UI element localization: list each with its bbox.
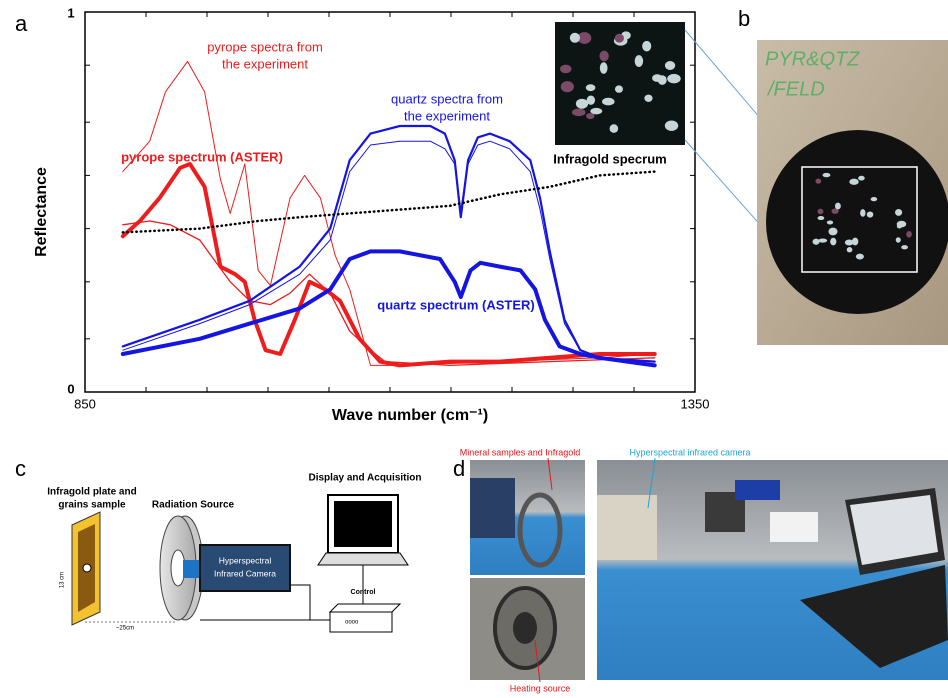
control-dots: oooo	[345, 620, 359, 626]
annotation: pyrope spectra from	[207, 39, 323, 54]
stone	[667, 74, 680, 84]
stone	[586, 84, 596, 91]
callout: Hyperspectral infrared camera	[629, 447, 750, 457]
stone	[830, 238, 836, 246]
stone	[845, 240, 854, 246]
panel-label: c	[15, 456, 26, 481]
x-tick-label: 850	[74, 396, 96, 411]
x-tick-label: 1350	[681, 396, 710, 411]
sample	[83, 564, 91, 572]
stone	[560, 65, 571, 74]
diagram-label: grains sample	[58, 500, 126, 511]
annotation: quartz spectra from	[391, 91, 503, 106]
stone	[813, 239, 820, 245]
stone	[849, 179, 858, 185]
control-box	[330, 612, 392, 632]
camera-body	[470, 478, 515, 538]
dimension-label: ~25cm	[116, 626, 134, 632]
keyboard	[318, 553, 408, 565]
stone	[847, 247, 853, 252]
stone	[827, 220, 833, 224]
stone	[901, 245, 908, 249]
camera-label: Infrared Camera	[214, 568, 276, 578]
diagram-label: Radiation Source	[152, 500, 235, 511]
stone	[818, 209, 824, 215]
handwriting: PYR&QTZ	[765, 48, 860, 70]
cable	[290, 585, 330, 620]
stone	[828, 228, 837, 236]
annotation: pyrope spectrum (ASTER)	[121, 149, 283, 164]
heating-core	[513, 612, 537, 644]
stone	[610, 124, 619, 133]
annotation: Infragold specrum	[553, 151, 666, 166]
tray	[770, 512, 818, 542]
panel-label: b	[738, 6, 750, 31]
source-hole	[171, 550, 185, 586]
x-axis-label: Wave number (cm⁻¹)	[332, 407, 488, 424]
stone	[858, 176, 865, 181]
panel-label: d	[453, 456, 465, 481]
stone	[823, 173, 831, 177]
stone	[815, 179, 821, 184]
sample-disc	[766, 130, 948, 314]
stone	[897, 224, 902, 229]
annotation: the experiment	[404, 108, 490, 123]
stone	[652, 74, 662, 82]
stone	[642, 41, 651, 52]
callout: Mineral samples and Infragold	[460, 447, 581, 457]
panel-label: a	[15, 11, 28, 36]
stone	[835, 203, 841, 210]
stone	[856, 254, 864, 260]
y-tick-label: 1	[67, 5, 74, 20]
figure: a b c d Reflectance Wave number (cm⁻¹) 8…	[0, 0, 948, 698]
dimension-label: 13 cm	[60, 572, 66, 588]
annotation: quartz spectrum (ASTER)	[377, 297, 534, 312]
callout: Heating source	[510, 683, 571, 693]
stone	[600, 62, 608, 74]
stone	[818, 239, 827, 243]
stone	[615, 85, 623, 92]
diagram-label: Control	[351, 589, 376, 596]
control-box	[330, 604, 400, 612]
stone	[860, 209, 865, 217]
stone	[561, 81, 574, 92]
stone	[572, 109, 586, 117]
stone	[644, 95, 652, 102]
stone	[665, 61, 675, 70]
handwriting: /FELD	[766, 78, 825, 100]
series-line	[123, 164, 655, 365]
series-line	[123, 221, 655, 365]
setup-diagram: Infragold plate and grains sample Radiat…	[47, 473, 421, 632]
stone	[665, 120, 678, 130]
stone	[635, 55, 643, 67]
screen	[334, 501, 392, 547]
stone	[576, 99, 588, 109]
camera-label: Hyperspectral	[219, 555, 272, 565]
stone	[599, 51, 608, 62]
stone	[896, 237, 901, 242]
stone	[570, 33, 580, 43]
stone	[602, 98, 615, 106]
stone	[818, 216, 825, 220]
stone	[895, 209, 902, 216]
y-tick-label: 0	[67, 381, 74, 396]
stone	[871, 197, 878, 201]
stone	[615, 34, 624, 43]
annotation: the experiment	[222, 56, 308, 71]
stone	[586, 113, 594, 119]
y-axis-label: Reflectance	[33, 167, 50, 257]
diagram-label: Infragold plate and	[47, 487, 136, 498]
stone	[867, 211, 874, 217]
stone	[906, 231, 912, 238]
diagram-label: Display and Acquisition	[309, 473, 422, 484]
bin	[735, 480, 780, 500]
